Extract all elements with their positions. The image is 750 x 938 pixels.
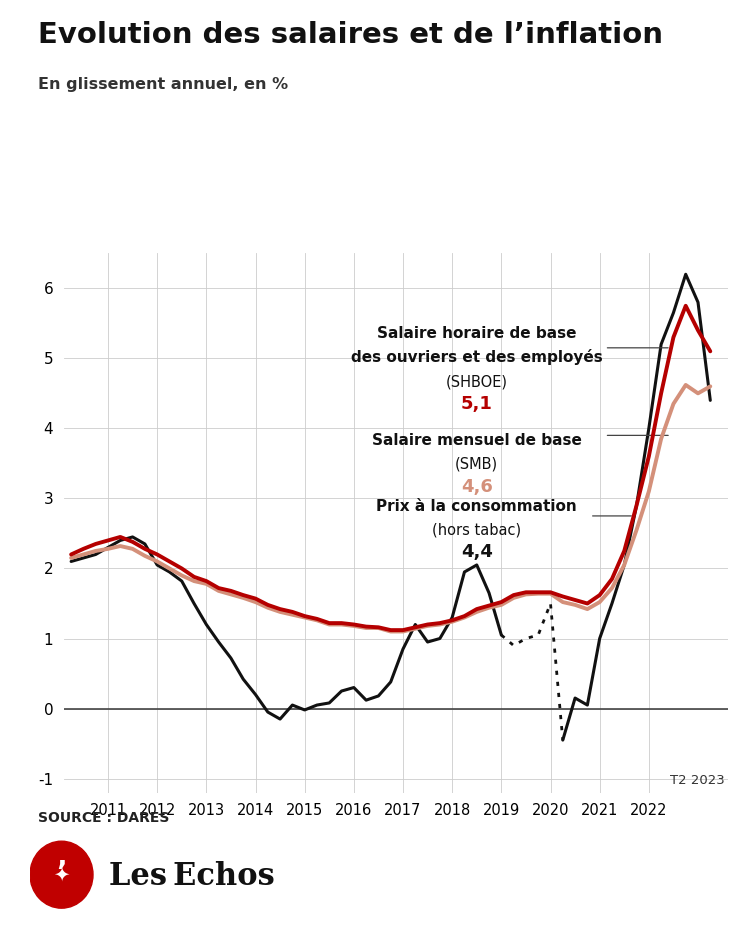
Text: T2 2023: T2 2023 bbox=[670, 774, 725, 787]
Text: Salaire horaire de base: Salaire horaire de base bbox=[377, 325, 577, 340]
Text: Evolution des salaires et de l’inflation: Evolution des salaires et de l’inflation bbox=[38, 21, 662, 49]
Text: 5,1: 5,1 bbox=[460, 395, 493, 413]
Text: ✦: ✦ bbox=[53, 865, 70, 885]
Text: (SHBOE): (SHBOE) bbox=[446, 374, 508, 389]
Circle shape bbox=[30, 841, 93, 908]
Text: 4,6: 4,6 bbox=[460, 477, 493, 495]
Text: Prix à la consommation: Prix à la consommation bbox=[376, 499, 578, 514]
Text: (hors tabac): (hors tabac) bbox=[432, 522, 521, 537]
Text: En glissement annuel, en %: En glissement annuel, en % bbox=[38, 77, 288, 92]
Text: (SMB): (SMB) bbox=[455, 457, 498, 472]
Text: 4,4: 4,4 bbox=[460, 543, 493, 562]
Text: ’: ’ bbox=[56, 859, 67, 887]
Text: Salaire mensuel de base: Salaire mensuel de base bbox=[372, 433, 582, 448]
Text: SOURCE : DARES: SOURCE : DARES bbox=[38, 811, 169, 825]
Text: des ouvriers et des employés: des ouvriers et des employés bbox=[351, 349, 603, 365]
Text: Les Echos: Les Echos bbox=[109, 861, 274, 892]
